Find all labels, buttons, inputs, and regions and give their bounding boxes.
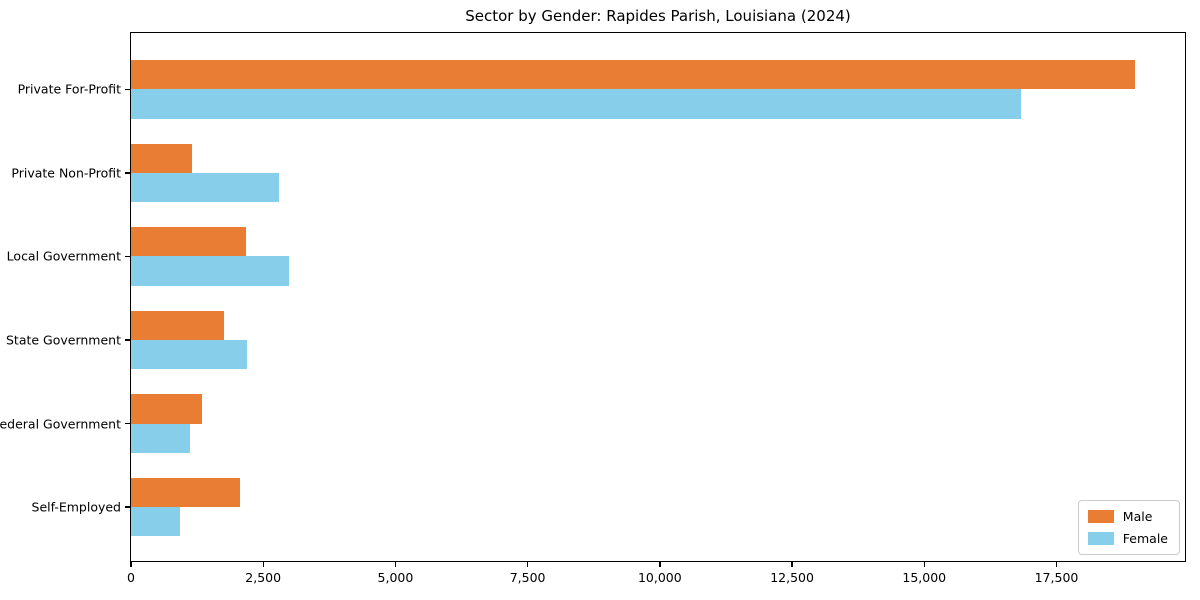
bar-male-federal-government [131, 394, 203, 424]
x-axis-tick [394, 562, 397, 567]
x-axis-tick-label: 17,500 [1034, 570, 1079, 585]
x-axis-tick [526, 562, 529, 567]
chart-title: Sector by Gender: Rapides Parish, Louisi… [465, 7, 851, 25]
bar-female-private-non-profit [131, 172, 279, 203]
legend-label-female: Female [1122, 531, 1168, 546]
male-swatch-icon [1087, 510, 1114, 523]
female-swatch-icon [1087, 532, 1114, 545]
x-axis-tick-label: 0 [127, 570, 135, 585]
x-axis-tick [923, 562, 925, 567]
y-axis-label-private-non-profit: Private Non-Profit [11, 165, 121, 181]
x-axis-tick-label: 12,500 [770, 570, 814, 585]
bar-male-state-government [131, 310, 224, 341]
bar-female-federal-government [131, 423, 191, 453]
y-axis-label-private-for-profit: Private For-Profit [17, 81, 121, 97]
y-axis-tick [125, 506, 130, 508]
x-axis-tick-label: 2,500 [245, 570, 282, 585]
legend-item-male: Male [1087, 509, 1168, 524]
plot-area: Male Female Private For-Profit Private No… [0, 32, 1186, 585]
y-axis-tick [125, 422, 130, 425]
x-axis-tick [791, 562, 793, 567]
bar-male-private-for-profit [131, 60, 1135, 90]
y-axis-tick [125, 88, 130, 91]
legend-label-male: Male [1122, 509, 1153, 524]
x-axis-tick [262, 562, 264, 567]
x-axis-tick [659, 562, 661, 567]
bar-female-state-government [131, 340, 248, 370]
y-axis-tick [125, 255, 130, 258]
legend: Male Female [1077, 500, 1180, 555]
y-axis-label-local-government: Local Government [6, 248, 121, 264]
x-axis-tick [130, 562, 132, 567]
bar-male-self-employed [131, 477, 241, 508]
x-axis-tick-label: 15,000 [902, 570, 947, 585]
y-axis-label-self-employed: Self-Employed [31, 499, 121, 515]
y-axis-tick [125, 339, 130, 341]
x-axis-tick [1055, 562, 1058, 567]
bar-female-self-employed [131, 507, 180, 537]
x-axis-tick-label: 7,500 [509, 570, 546, 585]
legend-item-female: Female [1087, 531, 1168, 546]
bar-male-local-government [131, 227, 247, 257]
y-axis-label-federal-government: Federal Government [0, 416, 121, 432]
x-axis-tick-label: 10,000 [637, 570, 682, 585]
bar-female-private-for-profit [131, 89, 1021, 119]
x-axis-tick-label: 5,000 [377, 570, 414, 585]
y-axis-label-state-government: State Government [5, 332, 121, 348]
bar-male-private-non-profit [131, 143, 192, 173]
bar-female-local-government [131, 256, 289, 286]
y-axis-tick [125, 172, 130, 174]
